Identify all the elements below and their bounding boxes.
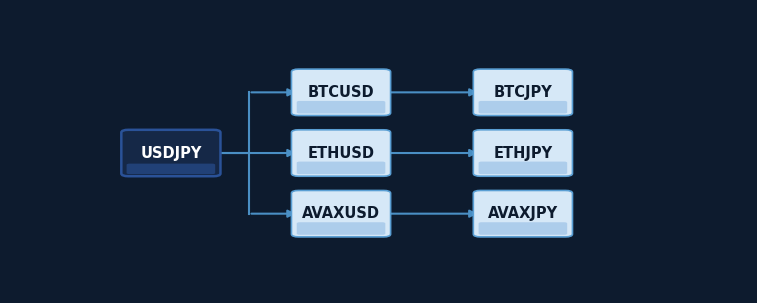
Text: BTCUSD: BTCUSD	[307, 85, 375, 100]
Text: BTCJPY: BTCJPY	[494, 85, 553, 100]
FancyBboxPatch shape	[126, 164, 215, 174]
Text: ETHJPY: ETHJPY	[494, 145, 553, 161]
FancyBboxPatch shape	[473, 130, 572, 176]
FancyBboxPatch shape	[297, 222, 385, 235]
FancyBboxPatch shape	[291, 69, 391, 115]
FancyBboxPatch shape	[478, 161, 567, 174]
FancyBboxPatch shape	[297, 161, 385, 174]
FancyBboxPatch shape	[121, 130, 220, 176]
Text: ETHUSD: ETHUSD	[307, 145, 375, 161]
FancyBboxPatch shape	[478, 222, 567, 235]
Text: AVAXUSD: AVAXUSD	[302, 206, 380, 221]
Text: AVAXJPY: AVAXJPY	[488, 206, 558, 221]
FancyBboxPatch shape	[291, 191, 391, 237]
FancyBboxPatch shape	[473, 191, 572, 237]
FancyBboxPatch shape	[297, 101, 385, 113]
FancyBboxPatch shape	[473, 69, 572, 115]
Text: USDJPY: USDJPY	[140, 145, 201, 161]
FancyBboxPatch shape	[478, 101, 567, 113]
FancyBboxPatch shape	[291, 130, 391, 176]
